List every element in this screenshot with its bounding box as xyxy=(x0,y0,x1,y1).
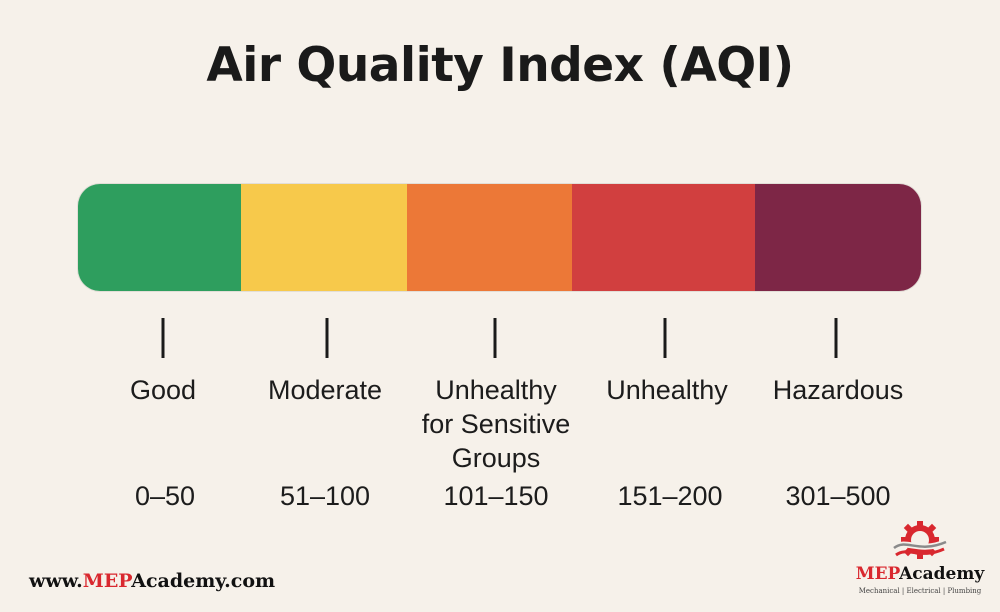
tick-unhealthy xyxy=(663,318,667,358)
mep-academy-logo: MEPAcademy Mechanical | Electrical | Plu… xyxy=(847,518,993,608)
segment-good xyxy=(78,184,241,291)
tick-moderate xyxy=(325,318,329,358)
website-link[interactable]: www.MEPAcademy.com xyxy=(29,570,275,592)
gear-wave-icon xyxy=(892,521,948,559)
logo-tagline: Mechanical | Electrical | Plumbing xyxy=(858,587,982,595)
tick-good xyxy=(161,318,165,358)
range-hazardous: 301–500 xyxy=(785,481,891,511)
segment-unhealthy xyxy=(572,184,755,291)
tick-hazardous xyxy=(834,318,838,358)
category-label-unhealthy-sensitive: Unhealthy for Sensitive Groups xyxy=(421,375,571,473)
segment-hazardous xyxy=(755,184,921,291)
category-label-moderate: Moderate xyxy=(267,375,383,405)
segment-moderate xyxy=(241,184,407,291)
segment-unhealthy-sensitive xyxy=(407,184,572,291)
logo-name: MEPAcademy xyxy=(855,564,985,584)
website-suffix: Academy.com xyxy=(131,570,276,592)
tick-unhealthy-sensitive xyxy=(493,318,497,358)
range-unhealthy: 151–200 xyxy=(617,481,723,511)
range-good: 0–50 xyxy=(134,481,196,511)
website-brand: MEP xyxy=(82,570,132,592)
range-moderate: 51–100 xyxy=(279,481,371,511)
aqi-color-scale xyxy=(78,184,921,291)
category-label-hazardous: Hazardous xyxy=(772,375,904,405)
category-label-unhealthy: Unhealthy xyxy=(606,375,728,405)
website-prefix: www. xyxy=(29,570,83,592)
category-label-good: Good xyxy=(129,375,197,405)
range-unhealthy-sensitive: 101–150 xyxy=(443,481,549,511)
page-title: Air Quality Index (AQI) xyxy=(206,38,794,93)
